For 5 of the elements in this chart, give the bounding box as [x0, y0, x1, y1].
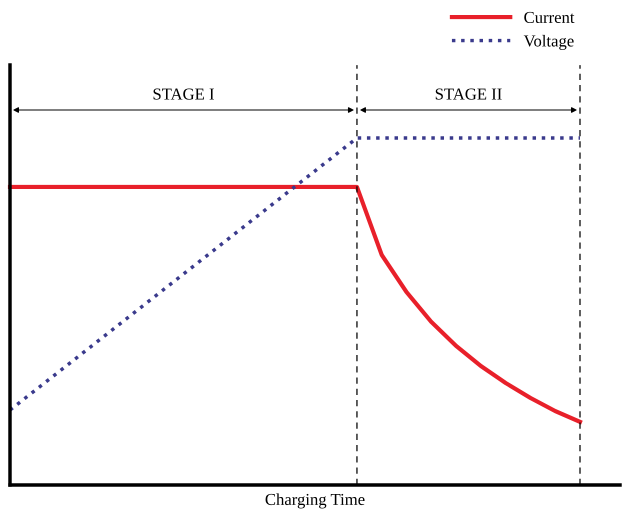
text: STAGE II — [436, 88, 502, 100]
legend-label: Current — [524, 12, 574, 24]
text: STAGE I — [154, 88, 214, 100]
legend-label: Voltage — [524, 34, 574, 50]
x-axis-title: Charging Time — [266, 493, 365, 508]
